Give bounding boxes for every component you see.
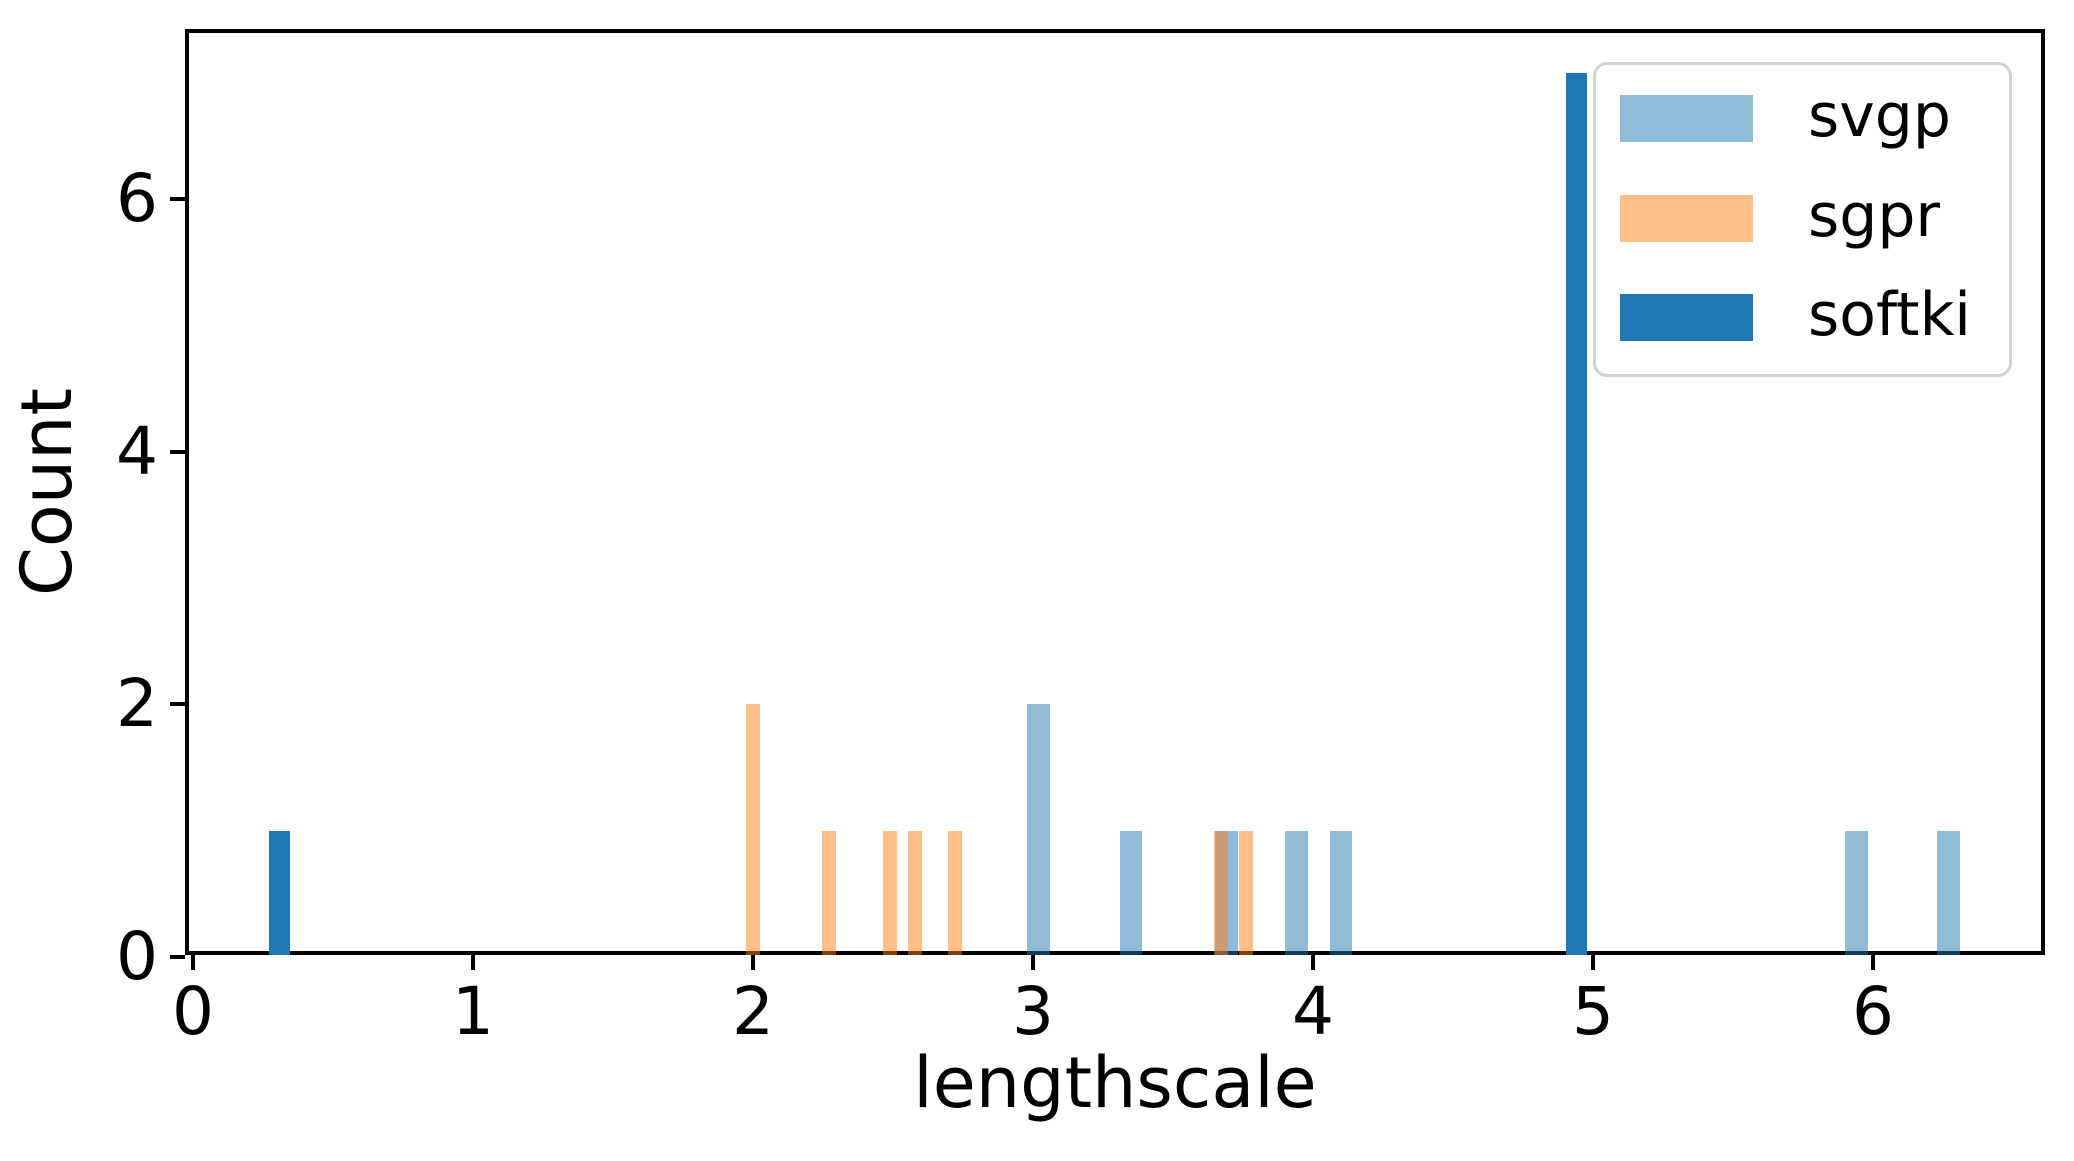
y-tick-label: 0 xyxy=(116,918,158,995)
legend: svgp sgpr softki xyxy=(1593,62,2012,377)
y-axis-tick xyxy=(170,955,185,959)
x-tick-label: 3 xyxy=(1012,973,1054,1050)
y-axis-tick xyxy=(170,449,185,454)
histogram-bar-svgp xyxy=(1284,830,1308,955)
histogram-bar-sgpr xyxy=(908,830,923,955)
legend-swatch-softki xyxy=(1620,294,1753,341)
x-axis-tick xyxy=(751,955,755,970)
y-axis-tick xyxy=(170,702,185,707)
x-tick-label: 4 xyxy=(1292,973,1334,1050)
histogram-bar-softki xyxy=(269,830,291,955)
histogram-bar-svgp xyxy=(1937,830,1961,955)
legend-label-softki: softki xyxy=(1808,279,1971,350)
x-axis-tick xyxy=(191,955,195,970)
histogram-bar-svgp xyxy=(1329,830,1353,955)
x-axis-tick xyxy=(1311,955,1315,970)
histogram-bar-sgpr xyxy=(746,704,760,955)
x-axis-label: lengthscale xyxy=(913,1042,1317,1124)
y-axis-label: Count xyxy=(6,388,88,596)
y-tick-label: 2 xyxy=(116,665,158,743)
x-axis-tick xyxy=(1591,955,1595,970)
x-tick-label: 0 xyxy=(172,973,214,1050)
x-tick-label: 6 xyxy=(1852,973,1894,1050)
legend-item-softki: softki xyxy=(1596,280,2009,350)
y-tick-label: 6 xyxy=(116,160,158,238)
histogram-bar-svgp xyxy=(1844,830,1868,955)
legend-swatch-svgp xyxy=(1620,95,1753,142)
histogram-bar-softki xyxy=(1565,72,1587,955)
legend-item-svgp: svgp xyxy=(1596,81,2009,151)
x-tick-label: 5 xyxy=(1572,973,1614,1050)
legend-swatch-sgpr xyxy=(1620,195,1753,242)
histogram-bar-sgpr xyxy=(883,830,898,955)
x-tick-label: 1 xyxy=(452,973,494,1050)
histogram-bar-sgpr xyxy=(1213,830,1228,955)
legend-label-svgp: svgp xyxy=(1808,80,1951,151)
x-axis-tick xyxy=(1871,955,1875,970)
x-tick-label: 2 xyxy=(732,973,774,1050)
histogram-bar-svgp xyxy=(1027,704,1051,955)
legend-label-sgpr: sgpr xyxy=(1808,180,1941,251)
x-axis-tick xyxy=(471,955,475,970)
histogram-bar-sgpr xyxy=(1238,830,1253,955)
y-axis-tick xyxy=(170,197,185,202)
x-axis-tick xyxy=(1031,955,1035,970)
histogram-bar-svgp xyxy=(1119,830,1143,955)
histogram-bar-sgpr xyxy=(821,830,836,955)
legend-item-sgpr: sgpr xyxy=(1596,181,2009,251)
y-tick-label: 4 xyxy=(116,412,158,490)
histogram-bar-sgpr xyxy=(947,830,962,955)
